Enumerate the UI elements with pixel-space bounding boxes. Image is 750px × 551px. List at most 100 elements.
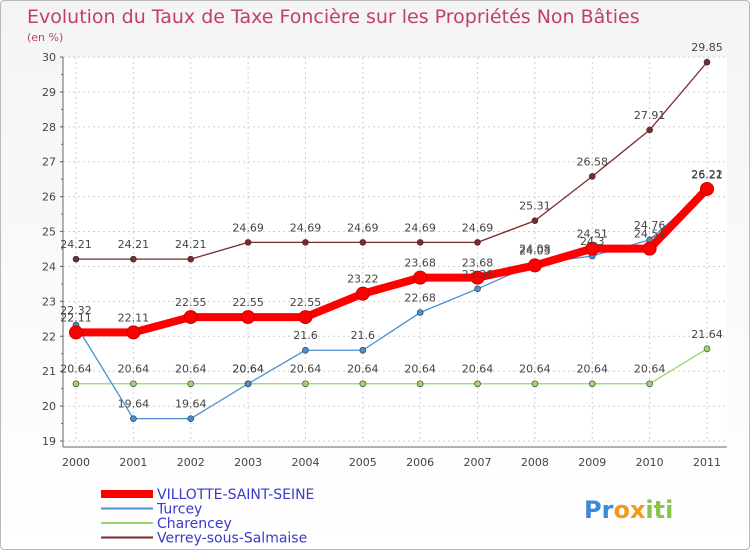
data-label: 24.69 xyxy=(290,221,322,234)
data-point xyxy=(585,241,600,256)
data-label: 24.21 xyxy=(118,238,150,251)
x-tick-label: 2008 xyxy=(521,456,549,469)
data-point xyxy=(302,380,309,388)
data-label: 24.69 xyxy=(462,221,494,234)
data-point xyxy=(187,415,195,422)
x-tick-label: 2001 xyxy=(119,456,147,469)
y-tick-label: 19 xyxy=(42,435,56,448)
data-label: 19.64 xyxy=(118,398,150,411)
data-label: 22.55 xyxy=(232,296,264,309)
data-label: 24.69 xyxy=(347,221,379,234)
series-lines xyxy=(69,58,714,422)
data-point xyxy=(646,380,653,388)
data-label: 29.85 xyxy=(691,41,723,54)
data-point xyxy=(72,380,80,388)
legend-label: Turcey xyxy=(156,502,202,518)
data-label: 20.64 xyxy=(519,363,551,376)
data-point xyxy=(703,58,711,66)
logo-letter: o xyxy=(613,496,630,524)
data-labels: 22.11 22.11 22.55 22.55 22.55 23.22 23.68 23.68… xyxy=(60,41,723,410)
data-label: 24.21 xyxy=(175,238,207,251)
data-point xyxy=(69,325,83,340)
data-point xyxy=(474,239,481,246)
data-point xyxy=(416,309,424,316)
y-tick-label: 25 xyxy=(42,226,56,239)
chart-subtitle: (en %) xyxy=(27,31,63,44)
x-tick-label: 2011 xyxy=(693,456,721,469)
data-point xyxy=(302,346,309,354)
data-point xyxy=(187,255,195,263)
data-label: 24.08 xyxy=(519,243,551,256)
data-point xyxy=(130,415,137,422)
data-label: 20.64 xyxy=(232,363,264,376)
legend-label: Charencey xyxy=(157,516,232,532)
legend-label: Verrey-sous-Salmaise xyxy=(157,531,307,547)
data-point xyxy=(359,239,367,246)
data-point xyxy=(302,239,309,246)
data-label: 24.51 xyxy=(634,228,666,241)
y-tick-label: 23 xyxy=(42,295,56,308)
data-label: 19.64 xyxy=(175,398,207,411)
y-tick-label: 24 xyxy=(42,260,56,273)
data-label: 26.21 xyxy=(691,168,723,181)
data-point xyxy=(474,285,481,293)
proxiti-logo: Proxiti xyxy=(584,496,673,524)
data-point xyxy=(244,380,252,388)
data-point xyxy=(183,310,198,325)
logo-letter: i xyxy=(645,496,653,524)
data-label: 20.64 xyxy=(60,363,92,376)
data-label: 26.58 xyxy=(577,155,609,168)
logo-letter: r xyxy=(602,496,614,524)
x-tick-label: 2003 xyxy=(234,456,262,469)
data-label: 23.22 xyxy=(347,273,379,286)
y-tick-label: 29 xyxy=(42,86,56,99)
data-label: 20.64 xyxy=(118,363,150,376)
data-label: 20.64 xyxy=(232,363,264,376)
data-label: 20.64 xyxy=(404,363,436,376)
data-label: 20.64 xyxy=(462,363,494,376)
x-tick-label: 2004 xyxy=(291,456,319,469)
data-label: 22.55 xyxy=(290,296,322,309)
data-label: 26.22 xyxy=(691,168,723,181)
data-point xyxy=(298,310,313,325)
data-label: 21.6 xyxy=(293,329,318,342)
series-line-2 xyxy=(76,348,708,385)
data-label: 24.76 xyxy=(634,219,666,232)
legend: VILLOTTE-SAINT-SEINETurceyCharenceyVerre… xyxy=(101,487,314,547)
data-label: 21.6 xyxy=(351,329,376,342)
series-line-3 xyxy=(76,61,708,260)
data-point xyxy=(130,380,137,388)
data-point xyxy=(126,325,141,340)
data-point xyxy=(355,286,370,301)
data-point xyxy=(130,255,137,263)
data-label: 20.64 xyxy=(577,363,609,376)
data-point xyxy=(72,255,80,263)
data-point xyxy=(359,346,367,354)
data-label: 27.91 xyxy=(634,109,666,122)
y-tick-label: 30 xyxy=(42,51,56,64)
chart-title: Evolution du Taux de Taxe Foncière sur l… xyxy=(27,6,640,28)
legend-label: VILLOTTE-SAINT-SEINE xyxy=(157,487,314,503)
series-line-0 xyxy=(76,186,710,337)
data-point xyxy=(241,310,256,325)
data-point xyxy=(474,380,481,388)
data-label: 22.11 xyxy=(60,311,92,324)
data-point xyxy=(642,241,657,256)
data-point xyxy=(531,380,539,388)
logo-letter: P xyxy=(584,496,602,524)
data-label: 22.32 xyxy=(60,304,92,317)
logo-letter: i xyxy=(665,496,673,524)
data-label: 20.64 xyxy=(347,363,379,376)
data-label: 22.55 xyxy=(175,296,207,309)
data-point xyxy=(413,270,428,285)
y-tick-label: 26 xyxy=(42,191,56,204)
data-point xyxy=(700,181,714,196)
data-point xyxy=(527,258,542,273)
x-tick-label: 2002 xyxy=(177,456,205,469)
x-tick-label: 2010 xyxy=(636,456,664,469)
x-tick-label: 2006 xyxy=(406,456,434,469)
data-label: 24.51 xyxy=(577,228,609,241)
y-tick-label: 28 xyxy=(42,121,56,134)
x-tick-label: 2009 xyxy=(578,456,606,469)
